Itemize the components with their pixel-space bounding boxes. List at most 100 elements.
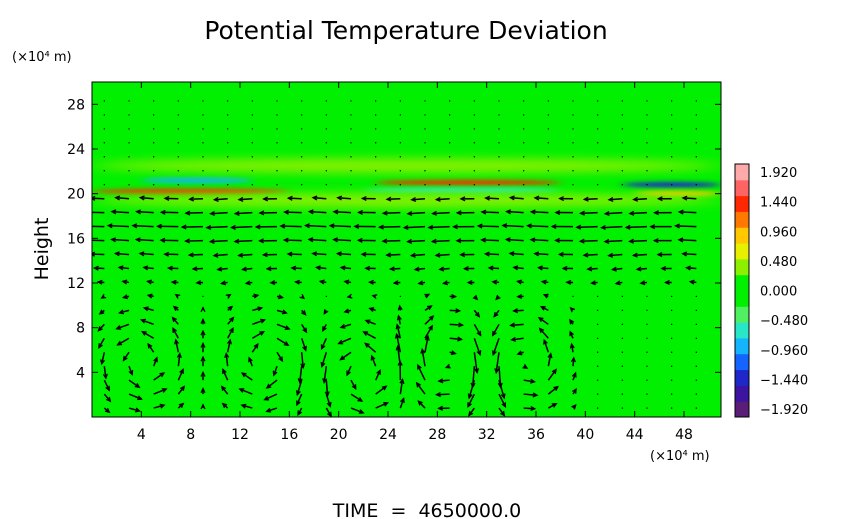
vector-arrow [339,323,352,329]
vector-dot [646,295,648,298]
vector-dot [300,128,303,130]
vector-arrow [554,237,574,244]
vector-arrow [301,309,307,316]
vector-arrow [639,280,648,286]
colorbar-cell [735,401,749,418]
vector-dot [152,170,155,172]
vector-dot [572,142,574,144]
vector-dot [498,184,500,186]
heatmap-background [92,82,721,417]
vector-dot [399,170,402,172]
vector-arrow [582,196,598,202]
vector-arrow [301,323,308,334]
vector-arrow [233,210,253,216]
vector-dot [128,156,130,158]
vector-dot [226,184,229,186]
vector-dot [251,156,254,158]
vector-arrow [410,196,426,203]
vector-arrow [229,224,253,230]
vector-dot [621,309,624,312]
vector-arrow [437,378,450,384]
vector-arrow [424,334,430,353]
vector-arrow [537,316,549,325]
vector-arrow [417,400,426,409]
vector-arrow [233,238,253,244]
vector-arrow [603,238,623,244]
vector-arrow [543,338,550,353]
vector-arrow [509,322,524,328]
vector-arrow [171,316,179,325]
vector-arrow [424,305,433,311]
vector-dot [596,114,599,116]
vector-arrow [677,209,697,215]
vector-arrow [92,225,105,228]
vector-arrow [610,266,623,272]
vector-arrow [195,280,204,286]
vector-dot [473,128,476,130]
vector-dot [498,100,500,102]
vector-dot [498,142,500,144]
vector-arrow [265,266,278,272]
x-tick-label: 36 [527,427,545,443]
y-tick-label: 20 [67,187,85,203]
vector-arrow [434,252,450,258]
vector-arrow [226,338,232,353]
vector-arrow [508,251,524,257]
vector-arrow [516,279,524,285]
vector-arrow [480,237,500,243]
vector-arrow [533,195,549,201]
vector-arrow [110,209,130,215]
vector-dot [695,170,698,172]
vector-arrow [208,238,228,244]
vector-dot [103,142,106,144]
vector-field [92,100,698,417]
vector-dot [350,170,352,172]
vector-dot [547,100,550,102]
vector-arrow [294,279,302,285]
y-tick-label: 28 [67,97,85,113]
vector-arrow [224,352,230,367]
vector-dot [300,100,303,102]
vector-arrow [468,407,475,417]
vector-arrow [575,224,598,230]
colorbar-label: 1.920 [760,166,797,181]
vector-dot [424,170,426,172]
vector-dot [596,184,599,186]
vector-arrow [276,294,285,300]
vector-dot [646,407,648,409]
vector-arrow [569,306,576,313]
vector-arrow [424,324,434,339]
vector-arrow [449,293,458,300]
vector-dot [646,156,648,158]
vector-arrow [438,266,450,272]
vector-arrow [237,196,253,202]
vector-dot [572,128,574,130]
vector-arrow [473,338,482,357]
vector-arrow [569,330,574,339]
vector-dot [621,337,624,339]
vector-dot [621,365,624,367]
vector-arrow [350,393,364,402]
vector-arrow [357,209,376,215]
vector-arrow [276,309,288,315]
vector-arrow [279,223,302,229]
vector-dot [374,128,377,130]
vector-arrow [586,266,598,272]
colorbar-label: −0.480 [760,314,808,329]
vector-arrow [128,407,141,413]
vector-arrow [227,305,234,312]
vector-dot [670,295,673,298]
x-tick-label: 48 [675,427,693,443]
vector-dot [374,156,377,158]
vector-dot [522,142,525,144]
vector-arrow [542,293,549,299]
vector-arrow [138,195,154,201]
colorbar-label: −0.960 [760,344,808,359]
vector-dot [695,295,698,298]
vector-arrow [286,195,302,201]
vector-arrow [343,279,352,285]
vector-dot [695,309,698,312]
vector-arrow [135,209,154,215]
x-tick-label: 8 [186,427,195,443]
vector-dot [670,323,673,326]
